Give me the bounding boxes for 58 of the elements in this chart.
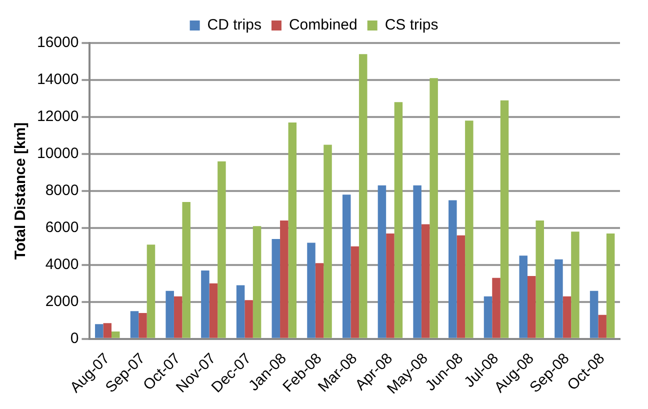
bar xyxy=(324,144,332,338)
bar xyxy=(394,102,403,338)
bar xyxy=(527,276,536,338)
y-tick-label: 2000 xyxy=(45,293,79,310)
bar xyxy=(342,194,351,338)
y-tick-label: 0 xyxy=(70,330,79,348)
y-tick-label: 16000 xyxy=(36,34,79,52)
bar xyxy=(378,185,386,338)
bar xyxy=(252,226,262,338)
bar xyxy=(315,263,324,338)
bar xyxy=(456,235,466,338)
bar xyxy=(174,296,182,338)
bar xyxy=(272,239,280,338)
bar xyxy=(280,220,288,338)
y-tick-label: 4000 xyxy=(45,256,79,274)
y-tick-label: 8000 xyxy=(45,182,79,200)
bar xyxy=(590,290,598,338)
bar xyxy=(138,313,147,338)
bar xyxy=(358,54,368,338)
y-tick-label: 6000 xyxy=(45,219,79,236)
bar xyxy=(130,311,139,338)
y-axis-title: Total Distance [km] xyxy=(12,122,30,260)
bar xyxy=(112,332,120,338)
bar xyxy=(146,244,156,338)
legend-label: CD trips xyxy=(207,16,262,34)
bar xyxy=(598,314,606,338)
legend-label: Combined xyxy=(288,16,358,34)
bar xyxy=(448,200,457,338)
bar xyxy=(236,285,245,338)
bar xyxy=(386,233,394,338)
y-tick-label: 10000 xyxy=(36,145,79,162)
bar xyxy=(350,246,359,338)
bar xyxy=(562,296,572,338)
bar xyxy=(95,324,104,338)
bar xyxy=(421,224,430,338)
bar xyxy=(218,161,226,338)
bar xyxy=(465,120,474,338)
bar xyxy=(492,278,500,338)
bar xyxy=(103,323,112,338)
bar xyxy=(500,100,509,338)
bar xyxy=(536,220,544,338)
bar xyxy=(166,290,174,338)
bar xyxy=(413,185,422,338)
bar xyxy=(571,232,580,338)
bar xyxy=(201,270,210,338)
bar xyxy=(554,259,563,338)
bar xyxy=(606,233,615,338)
y-tick-label: 14000 xyxy=(36,71,79,88)
bar xyxy=(182,202,190,338)
bar xyxy=(244,300,253,338)
bar xyxy=(484,296,492,338)
y-tick-label: 12000 xyxy=(36,108,79,126)
bar xyxy=(307,242,316,338)
bar xyxy=(430,78,438,338)
bar xyxy=(209,283,218,338)
legend-label: CS trips xyxy=(384,16,438,34)
bar xyxy=(288,122,297,338)
bar xyxy=(519,256,528,338)
